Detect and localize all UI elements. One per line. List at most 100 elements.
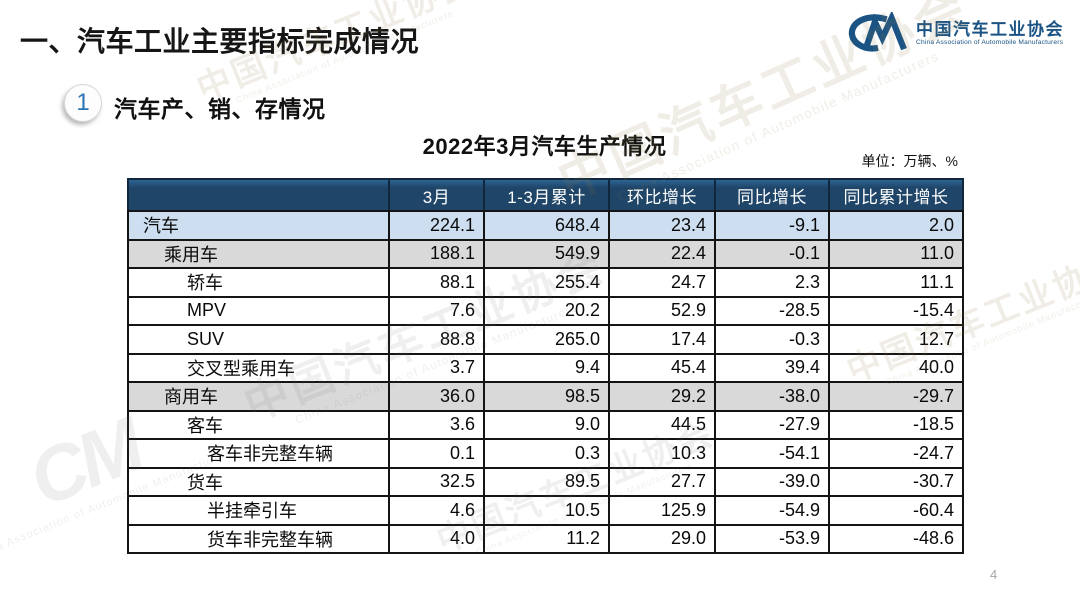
cell-value: -53.9 <box>714 523 830 554</box>
table-row: 轿车 88.1 255.4 24.7 2.3 11.1 <box>127 267 964 298</box>
cell-value: -15.4 <box>828 295 964 326</box>
row-label: 客车非完整车辆 <box>127 438 390 469</box>
cell-value: 88.1 <box>388 267 485 298</box>
cell-value: 52.9 <box>608 295 716 326</box>
cell-value: -30.7 <box>828 466 964 497</box>
cell-value: -0.3 <box>714 324 830 355</box>
table-row: 汽车 224.1 648.4 23.4 -9.1 2.0 <box>127 210 964 241</box>
section-title: 汽车产、销、存情况 <box>114 96 326 122</box>
production-table: 3月 1-3月累计 环比增长 同比增长 同比累计增长 汽车 224.1 648.4 23.4-… <box>127 178 964 554</box>
table-row: MPV 7.6 20.2 52.9 -28.5 -15.4 <box>127 295 964 326</box>
org-logo: 中国汽车工业协会 China Association of Automobile… <box>847 12 1064 54</box>
table-row: 货车非完整车辆 4.0 11.2 29.0 -53.9 -48.6 <box>127 523 964 554</box>
table-row: 商用车 36.0 98.5 29.2 -38.0 -29.7 <box>127 381 964 412</box>
cell-value: 89.5 <box>483 466 610 497</box>
column-header: 同比累计增长 <box>828 178 964 212</box>
row-label: 轿车 <box>127 267 390 298</box>
logo-text: 中国汽车工业协会 China Association of Automobile… <box>916 20 1064 47</box>
cell-value: -60.4 <box>828 495 964 526</box>
row-label: 交叉型乘用车 <box>127 352 390 383</box>
cell-value: 9.4 <box>483 352 610 383</box>
column-header: 同比增长 <box>714 178 830 212</box>
table-row: 客车 3.6 9.0 44.5 -27.9 -18.5 <box>127 409 964 440</box>
row-label: 客车 <box>127 409 390 440</box>
cell-value: -29.7 <box>828 381 964 412</box>
cell-value: -28.5 <box>714 295 830 326</box>
logo-subtitle: China Association of Automobile Manufact… <box>916 39 1064 47</box>
cell-value: 10.3 <box>608 438 716 469</box>
cell-value: 22.4 <box>608 238 716 269</box>
table-title: 2022年3月汽车生产情况 <box>422 134 667 159</box>
cell-value: -27.9 <box>714 409 830 440</box>
cell-value: 549.9 <box>483 238 610 269</box>
cell-value: 88.8 <box>388 324 485 355</box>
column-header: 1-3月累计 <box>483 178 610 212</box>
cell-value: -54.9 <box>714 495 830 526</box>
table-row: 乘用车 188.1 549.9 22.4 -0.1 11.0 <box>127 238 964 269</box>
cell-value: 4.0 <box>388 523 485 554</box>
cell-value: 11.0 <box>828 238 964 269</box>
cell-value: 648.4 <box>483 210 610 241</box>
cell-value: 3.6 <box>388 409 485 440</box>
cell-value: 11.2 <box>483 523 610 554</box>
cell-value: 0.3 <box>483 438 610 469</box>
cell-value: 255.4 <box>483 267 610 298</box>
cell-value: 29.2 <box>608 381 716 412</box>
cell-value: 224.1 <box>388 210 485 241</box>
cell-value: 40.0 <box>828 352 964 383</box>
row-label: 半挂牵引车 <box>127 495 390 526</box>
cell-value: 188.1 <box>388 238 485 269</box>
cell-value: 265.0 <box>483 324 610 355</box>
cell-value: -9.1 <box>714 210 830 241</box>
cell-value: -18.5 <box>828 409 964 440</box>
cell-value: 10.5 <box>483 495 610 526</box>
column-header <box>127 178 390 212</box>
cell-value: 7.6 <box>388 295 485 326</box>
row-label: 货车 <box>127 466 390 497</box>
cell-value: 36.0 <box>388 381 485 412</box>
cell-value: 20.2 <box>483 295 610 326</box>
cell-value: 125.9 <box>608 495 716 526</box>
cell-value: -38.0 <box>714 381 830 412</box>
column-header: 3月 <box>388 178 485 212</box>
cell-value: -54.1 <box>714 438 830 469</box>
cell-value: 32.5 <box>388 466 485 497</box>
cell-value: 39.4 <box>714 352 830 383</box>
cell-value: 24.7 <box>608 267 716 298</box>
cell-value: 9.0 <box>483 409 610 440</box>
cell-value: 4.6 <box>388 495 485 526</box>
table-row: SUV 88.8 265.0 17.4 -0.3 12.7 <box>127 324 964 355</box>
table-row: 客车非完整车辆 0.1 0.3 10.3 -54.1 -24.7 <box>127 438 964 469</box>
row-label: MPV <box>127 295 390 326</box>
cell-value: 2.0 <box>828 210 964 241</box>
row-label: 商用车 <box>127 381 390 412</box>
table-row: 交叉型乘用车 3.7 9.4 45.4 39.4 40.0 <box>127 352 964 383</box>
row-label: 乘用车 <box>127 238 390 269</box>
page-number: 4 <box>990 567 998 582</box>
cell-value: -39.0 <box>714 466 830 497</box>
row-label: 汽车 <box>127 210 390 241</box>
cell-value: 11.1 <box>828 267 964 298</box>
section-number-badge: 1 <box>64 84 102 122</box>
cm-logo-icon <box>847 12 909 54</box>
cell-value: -0.1 <box>714 238 830 269</box>
cell-value: 45.4 <box>608 352 716 383</box>
cell-value: -24.7 <box>828 438 964 469</box>
table-header-row: 3月 1-3月累计 环比增长 同比增长 同比累计增长 <box>127 178 964 212</box>
column-header: 环比增长 <box>608 178 716 212</box>
table-row: 半挂牵引车 4.6 10.5 125.9 -54.9 -60.4 <box>127 495 964 526</box>
cell-value: 2.3 <box>714 267 830 298</box>
row-label: 货车非完整车辆 <box>127 523 390 554</box>
cell-value: -48.6 <box>828 523 964 554</box>
cell-value: 3.7 <box>388 352 485 383</box>
cell-value: 12.7 <box>828 324 964 355</box>
unit-label: 单位：万辆、% <box>861 153 958 169</box>
production-table-body: 汽车 224.1 648.4 23.4 -9.1 2.0 乘用车 188.1 549.9 22.4… <box>127 210 964 554</box>
logo-name: 中国汽车工业协会 <box>916 19 1064 39</box>
table-row: 货车 32.5 89.5 27.7 -39.0 -30.7 <box>127 466 964 497</box>
cell-value: 29.0 <box>608 523 716 554</box>
cell-value: 98.5 <box>483 381 610 412</box>
page-title: 一、汽车工业主要指标完成情况 <box>20 26 420 57</box>
cell-value: 23.4 <box>608 210 716 241</box>
